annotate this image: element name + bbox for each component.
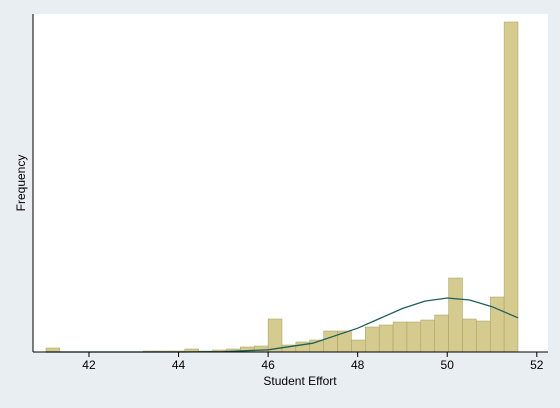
histogram-bar <box>267 318 283 353</box>
histogram-bar <box>365 326 380 353</box>
x-tick-label: 48 <box>351 358 365 372</box>
histogram-bar <box>392 321 408 353</box>
x-axis-label: Student Effort <box>263 374 337 388</box>
plot-area <box>33 14 548 352</box>
histogram-bar <box>476 320 491 353</box>
histogram-bar <box>253 345 269 353</box>
x-tick-label: 46 <box>261 358 275 372</box>
histogram-bar <box>406 321 422 353</box>
histogram-bar <box>351 339 366 353</box>
y-axis-label: Frequency <box>14 155 28 212</box>
histogram-bar <box>420 319 435 353</box>
histogram-bar <box>323 330 338 353</box>
histogram-bar <box>434 314 449 353</box>
x-tick-label: 50 <box>441 358 455 372</box>
histogram-bar <box>448 277 463 353</box>
histogram-bar <box>462 318 477 353</box>
x-tick-label: 44 <box>172 358 186 372</box>
x-tick-label: 52 <box>530 358 544 372</box>
x-tick-label: 42 <box>82 358 96 372</box>
histogram-bar <box>503 21 519 353</box>
histogram-bar <box>489 296 505 353</box>
histogram-bar <box>378 324 394 353</box>
